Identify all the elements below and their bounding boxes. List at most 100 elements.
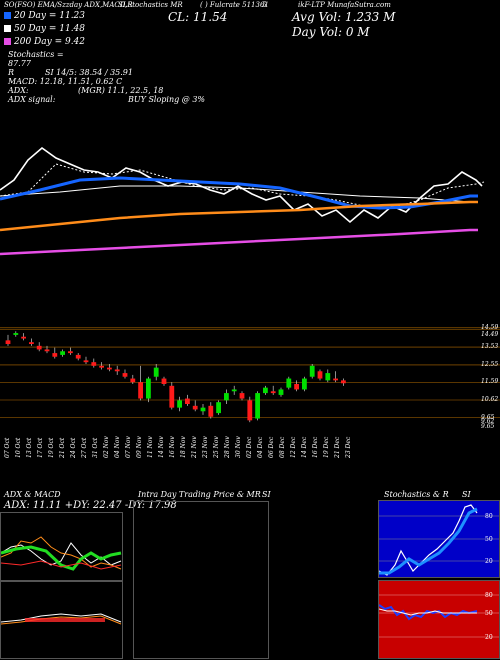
legend-ema20: 20 Day = 11.23 [4,11,85,21]
date-axis-label: 16 Dec [312,436,319,458]
price-line [0,146,483,224]
stoch-tick-50: 50 [485,536,493,543]
rsi-line-blue [378,604,478,621]
adx-line-red [0,560,122,570]
candle-down [99,365,104,368]
adx-panel-values: ADX: 11.11 +DY: 22.47 -DY: 17.98 [4,500,177,511]
adx-panel [0,512,123,581]
adx-line-green [0,545,122,571]
price-dotted-line [0,163,485,209]
candle-down [91,362,97,366]
price-axis-label: 12.55 [481,360,499,368]
header-mid: SLStochastics MR [118,1,183,9]
date-axis-label: 27 Oct [81,437,88,458]
candle-down [270,391,276,394]
stoch-tick-20: 20 [485,558,493,565]
ema20-swatch [4,12,11,19]
stochastics-label: Stochastics = [8,50,64,59]
macd-readout: MACD: 12.18, 11.51, 0.62 C [8,77,123,86]
header-num: 5 [262,1,267,9]
stoch-tick-80: 80 [485,513,493,520]
candle-down [185,398,190,404]
candle-down [239,393,245,399]
date-axis-label: 21 Oct [59,437,66,458]
date-axis-label: 17 Oct [37,437,44,458]
candle-down [52,353,58,357]
buy-signal: BUY Sloping @ 3% [128,95,206,104]
macd-histogram [25,618,105,622]
adx-label: ADX: [8,86,29,95]
date-axis-label: 30 Nov [235,436,242,458]
rsi-line-white [378,608,477,616]
date-axis-label: 19 Dec [323,436,330,458]
date-axis-label: 19 Oct [48,437,55,458]
date-axis-label: 31 Oct [92,437,99,458]
candle-down [107,367,112,370]
candle-up [278,389,284,395]
price-axis-label: 13.53 [481,343,499,351]
candle-down [247,400,253,421]
macd-line-orange [0,615,122,625]
rsi-panel-svg: 80 50 20 [378,592,499,641]
rsi-tick-80: 80 [485,592,493,599]
candle-up [216,402,221,414]
intra-title: Intra Day Trading Price & MR [138,490,261,499]
date-axis-label: 24 Oct [70,437,77,458]
rsi-tick-50: 50 [485,610,493,617]
ema50-swatch [4,25,11,32]
date-axis-label: 08 Dec [279,436,286,458]
date-axis-label: 10 Oct [15,437,22,458]
rsi-panel: 80 50 20 [378,580,500,659]
si-readout: SI 14/5: 38.54 / 35.91 [45,68,133,77]
date-axis-label: 07 Nov [125,436,132,458]
candle-down [122,373,128,377]
date-axis-label: 02 Dec [246,436,253,458]
adx-signal-label: ADX signal: [8,95,56,104]
date-axis-label: 21 Dec [334,436,341,458]
price-axis-label: 9.65 [481,422,495,430]
candle-down [75,354,81,359]
stochastics-panel-svg: 80 50 20 [378,504,499,576]
candle-up [200,407,206,412]
candle-up [263,387,268,394]
macd-panel-svg [0,613,122,625]
legend-ema50: 50 Day = 11.48 [4,24,85,34]
stochastics-value: 87.77 [8,59,31,68]
adx-values: (MGR) 11.1, 22.5, 18 [78,86,164,95]
legend-ema20-label: 20 Day = 11.23 [14,11,86,21]
candlestick-chart [0,327,500,423]
ema-chart [0,146,485,256]
r-label: R [8,68,15,77]
candle-up [13,333,19,335]
candle-down [208,405,214,417]
adx-panel-title: ADX & MACD [4,490,61,499]
candle-down [341,380,346,384]
date-axis-label: 14 Nov [158,436,165,458]
candle-down [44,349,50,352]
price-axis-label: 10.62 [481,396,499,403]
candle-up [302,378,307,390]
date-axis-label: 23 Nov [202,436,209,458]
date-axis-label: 02 Nov [103,436,110,458]
price-axis-label: 9.65 [481,413,495,421]
orange-line [0,200,478,232]
ema200-line [0,228,478,256]
date-axis-label: 25 Nov [213,436,220,458]
price-axis-label: 9.62 [481,418,495,426]
candle-up [153,367,159,377]
date-axis-label: 23 Dec [345,436,352,458]
date-axis-label: 09 Nov [136,436,143,458]
price-axis-label: 14.59 [481,323,499,331]
candle-down [294,384,299,390]
header-id: ( ) Fulcrate 511361 [200,1,269,9]
candle-down [21,336,26,339]
date-axis-label: 16 Nov [169,436,176,458]
header-right: ikF-LTP MunafaSutra.com [298,1,391,9]
date-axis-label: 13 Oct [26,437,33,458]
candle-down [333,378,338,381]
candle-up [255,393,260,419]
intra-day-panel [133,501,269,659]
candle-up [177,400,182,408]
intra-si: SI [262,490,271,499]
